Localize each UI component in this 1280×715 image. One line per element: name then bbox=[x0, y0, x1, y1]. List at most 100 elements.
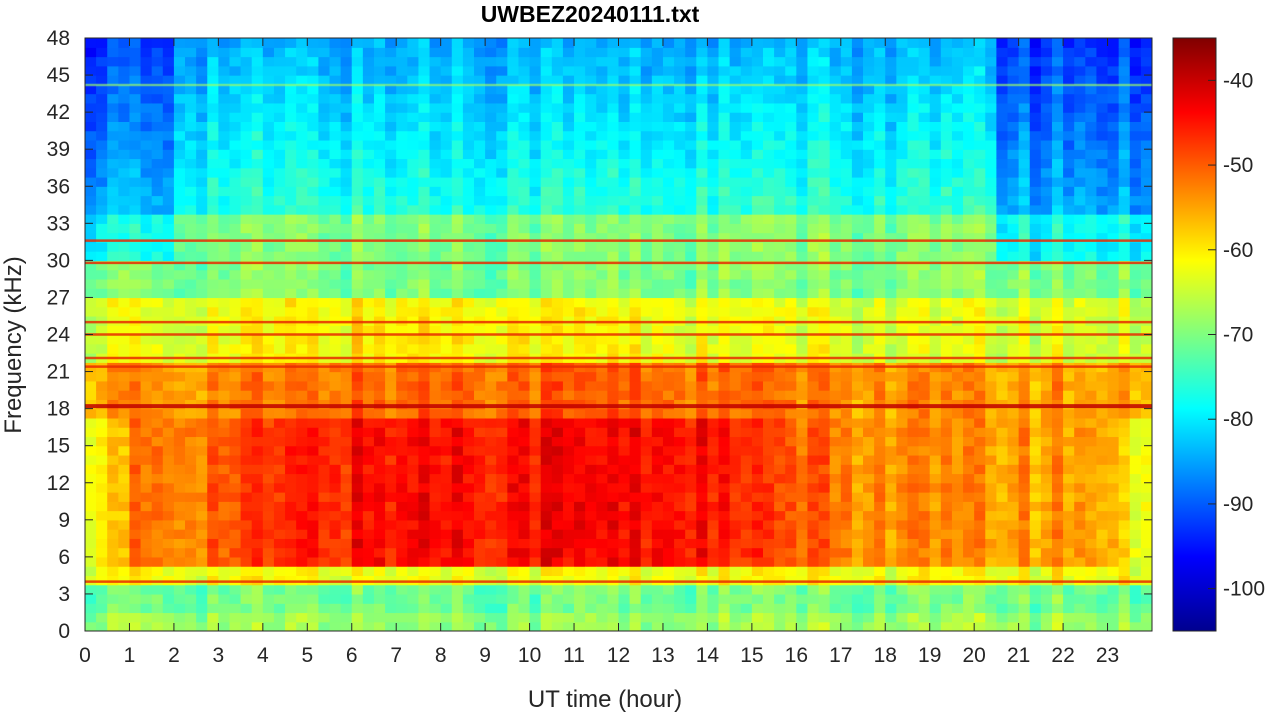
heatmap-cell bbox=[662, 121, 675, 132]
heatmap-cell bbox=[185, 65, 197, 76]
heatmap-cell bbox=[729, 204, 742, 215]
heatmap-cell bbox=[440, 529, 453, 539]
heatmap-cell bbox=[340, 278, 353, 289]
heatmap-cell bbox=[674, 306, 686, 317]
heatmap-cell bbox=[574, 288, 586, 299]
heatmap-cell bbox=[651, 214, 664, 224]
heatmap-cell bbox=[829, 334, 842, 345]
heatmap-cell bbox=[929, 38, 942, 48]
heatmap-cell bbox=[129, 529, 142, 539]
heatmap-cell bbox=[296, 158, 308, 169]
heatmap-cell bbox=[373, 454, 386, 465]
heatmap-cell bbox=[662, 149, 675, 160]
heatmap-cell bbox=[629, 343, 642, 354]
heatmap-cell bbox=[585, 306, 597, 317]
heatmap-cell bbox=[940, 510, 953, 521]
heatmap-cell bbox=[585, 297, 597, 308]
heatmap-cell bbox=[196, 417, 208, 428]
heatmap-cell bbox=[751, 408, 764, 419]
heatmap-cell bbox=[940, 84, 953, 95]
heatmap-cell bbox=[207, 278, 219, 289]
heatmap-cell bbox=[440, 38, 453, 48]
heatmap-cell bbox=[529, 603, 542, 614]
heatmap-cell bbox=[429, 47, 442, 58]
heatmap-cell bbox=[918, 621, 931, 631]
heatmap-cell bbox=[629, 538, 642, 549]
heatmap-cell bbox=[362, 593, 375, 604]
heatmap-cell bbox=[718, 501, 731, 512]
heatmap-cell bbox=[551, 102, 564, 113]
heatmap-cell bbox=[740, 102, 753, 113]
heatmap-cell bbox=[629, 158, 642, 169]
heatmap-cell bbox=[718, 343, 731, 354]
heatmap-cell bbox=[685, 102, 697, 113]
heatmap-cell bbox=[629, 241, 642, 252]
heatmap-cell bbox=[929, 519, 942, 530]
heatmap-cell bbox=[785, 603, 797, 614]
heatmap-cell bbox=[151, 223, 164, 234]
heatmap-cell bbox=[796, 482, 809, 493]
heatmap-cell bbox=[774, 38, 786, 48]
heatmap-cell bbox=[273, 436, 286, 447]
heatmap-cell bbox=[329, 241, 342, 252]
heatmap-cell bbox=[107, 566, 119, 577]
heatmap-cell bbox=[96, 204, 108, 215]
heatmap-cell bbox=[774, 75, 786, 85]
heatmap-cell bbox=[607, 547, 620, 558]
heatmap-cell bbox=[707, 408, 720, 419]
heatmap-cell bbox=[796, 204, 809, 215]
heatmap-cell bbox=[829, 158, 842, 169]
heatmap-cell bbox=[151, 251, 164, 261]
heatmap-cell bbox=[485, 519, 497, 530]
heatmap-cell bbox=[518, 204, 531, 215]
heatmap-cell bbox=[273, 306, 286, 317]
heatmap-cell bbox=[496, 408, 508, 419]
heatmap-cell bbox=[385, 251, 397, 261]
heatmap-cell bbox=[896, 371, 909, 382]
heatmap-cell bbox=[540, 417, 553, 428]
heatmap-cell bbox=[207, 47, 219, 58]
heatmap-cell bbox=[651, 56, 664, 67]
heatmap-cell bbox=[251, 454, 264, 465]
heatmap-cell bbox=[474, 529, 486, 539]
heatmap-cell bbox=[262, 501, 275, 512]
heatmap-cell bbox=[774, 417, 786, 428]
heatmap-cell bbox=[107, 84, 119, 95]
heatmap-cell bbox=[918, 454, 931, 465]
heatmap-cell bbox=[662, 566, 675, 577]
heatmap-cell bbox=[118, 556, 131, 567]
heatmap-cell bbox=[218, 121, 231, 132]
heatmap-cell bbox=[818, 538, 831, 549]
heatmap-cell bbox=[318, 584, 331, 595]
heatmap-cell bbox=[240, 288, 253, 299]
heatmap-cell bbox=[351, 65, 364, 76]
heatmap-cell bbox=[929, 195, 942, 206]
heatmap-cell bbox=[574, 306, 586, 317]
heatmap-cell bbox=[451, 75, 464, 85]
heatmap-cell bbox=[351, 380, 364, 391]
heatmap-cell bbox=[729, 334, 742, 345]
heatmap-cell bbox=[796, 556, 809, 567]
heatmap-cell bbox=[207, 501, 219, 512]
heatmap-cell bbox=[507, 84, 520, 95]
heatmap-cell bbox=[618, 371, 631, 382]
heatmap-cell bbox=[929, 473, 942, 484]
heatmap-cell bbox=[251, 158, 264, 169]
heatmap-cell bbox=[474, 334, 486, 345]
heatmap-cell bbox=[351, 593, 364, 604]
heatmap-cell bbox=[396, 454, 408, 465]
heatmap-cell bbox=[462, 112, 475, 122]
heatmap-cell bbox=[718, 482, 731, 493]
heatmap-cell bbox=[863, 260, 875, 271]
heatmap-cell bbox=[218, 167, 231, 178]
heatmap-cell bbox=[651, 38, 664, 48]
heatmap-cell bbox=[407, 343, 420, 354]
heatmap-cell bbox=[118, 492, 131, 502]
heatmap-cell bbox=[485, 260, 497, 271]
heatmap-cell bbox=[351, 436, 364, 447]
heatmap-cell bbox=[218, 547, 231, 558]
heatmap-cell bbox=[518, 65, 531, 76]
heatmap-cell bbox=[929, 278, 942, 289]
heatmap-cell bbox=[540, 566, 553, 577]
heatmap-cell bbox=[918, 436, 931, 447]
